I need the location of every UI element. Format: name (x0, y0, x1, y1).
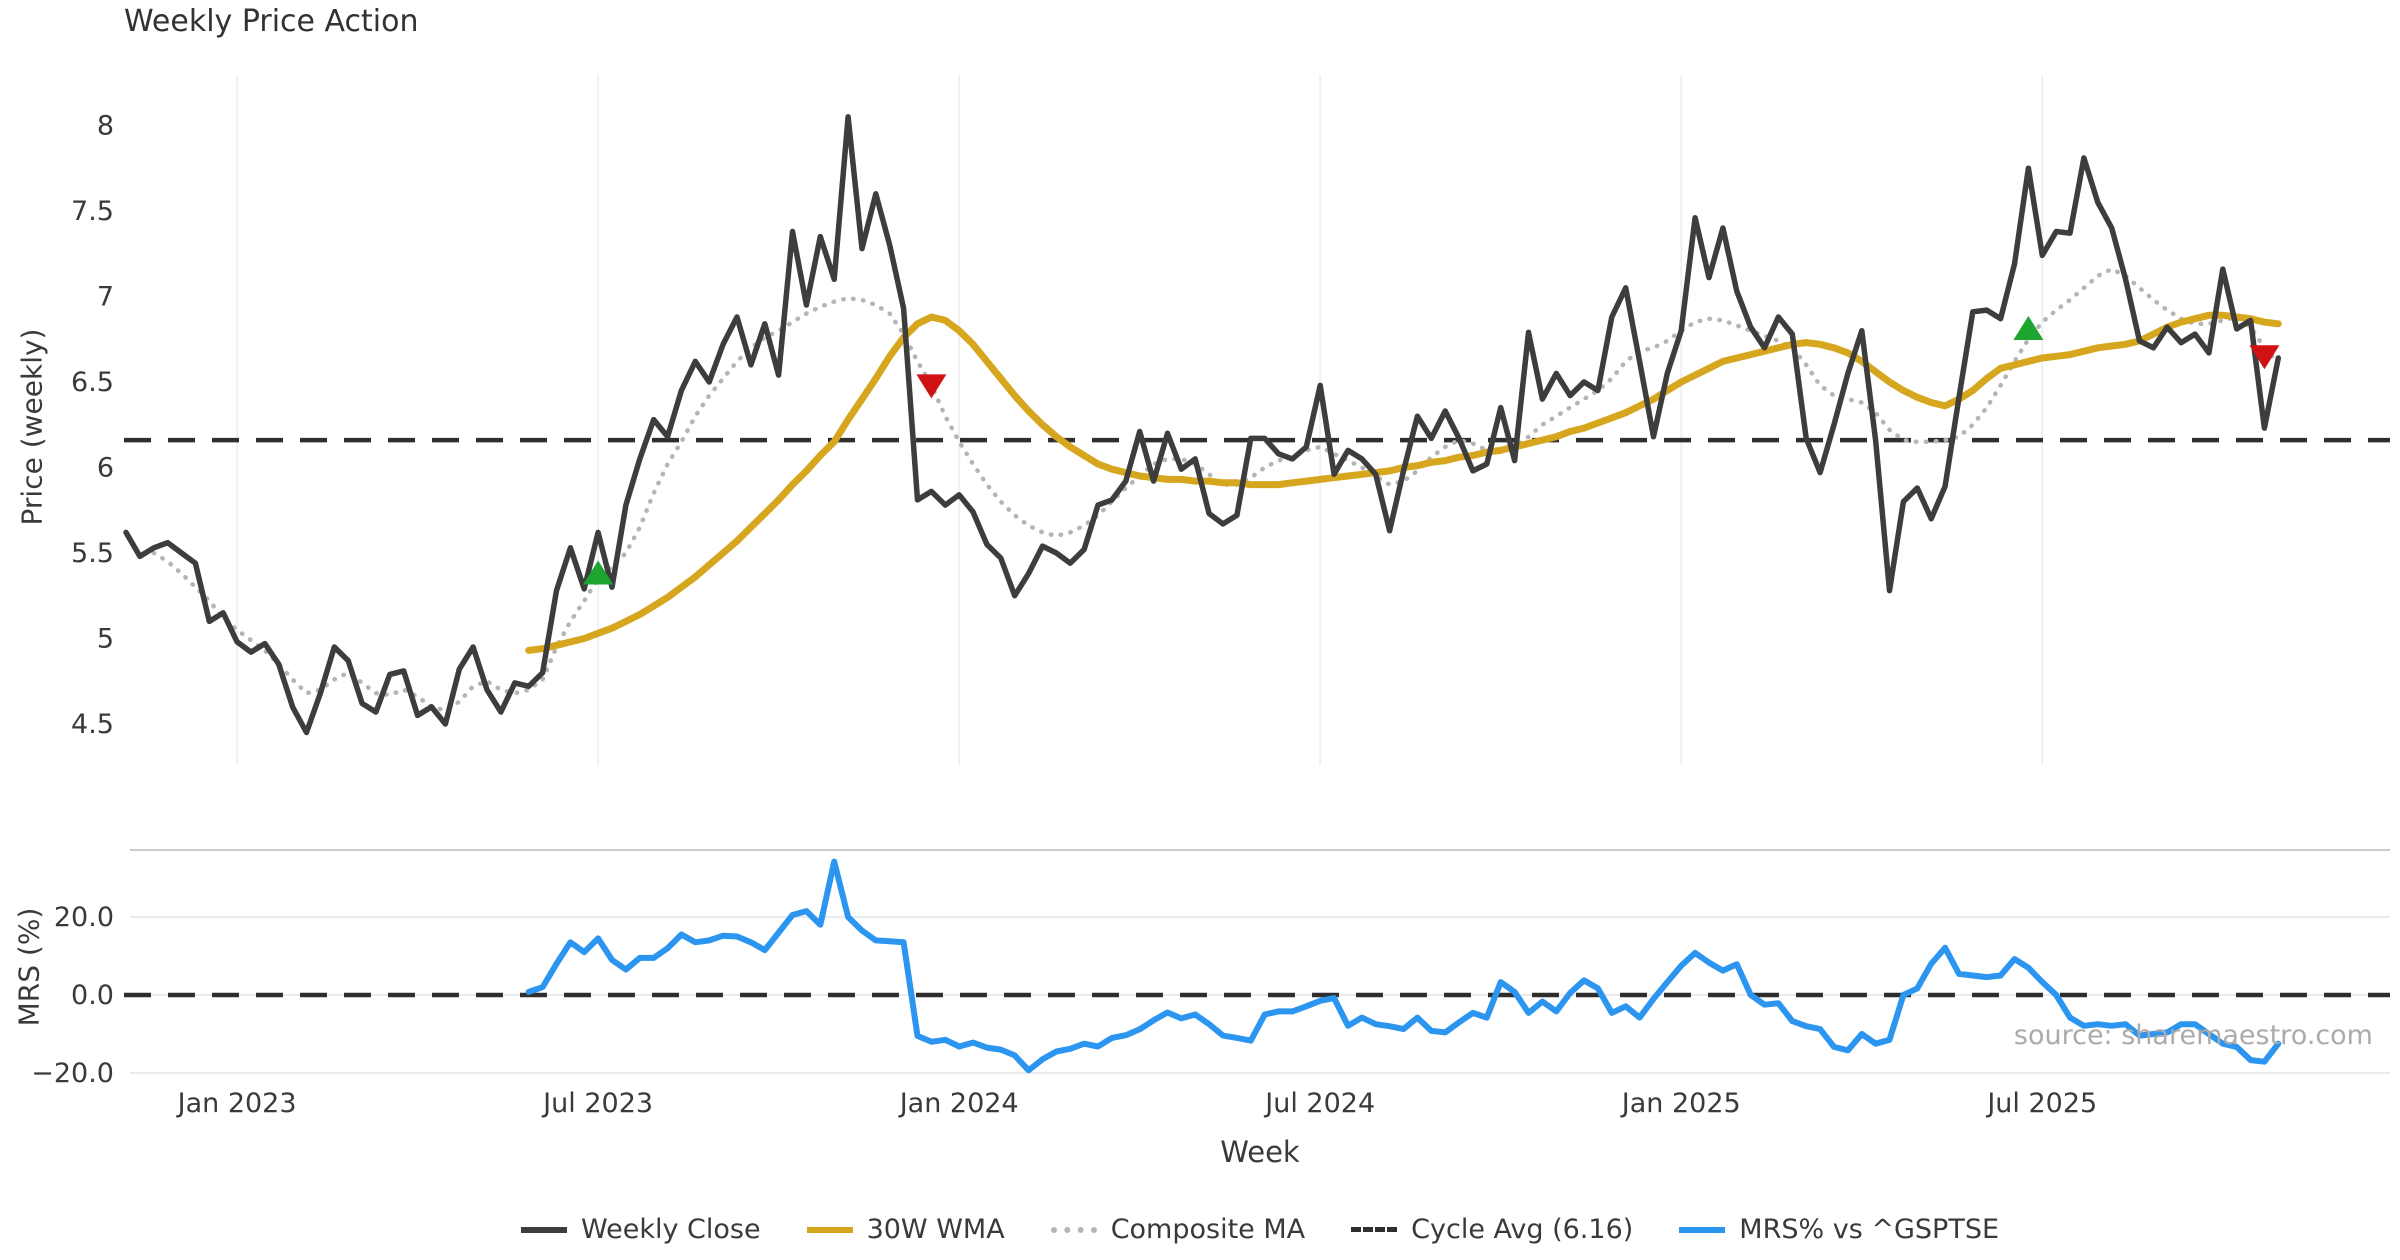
x-tick-label: Jan 2025 (1620, 1088, 1741, 1119)
price-y-tick-label: 7.5 (71, 196, 114, 227)
price-y-tick-label: 4.5 (71, 709, 114, 740)
legend-label: Cycle Avg (6.16) (1411, 1214, 1634, 1245)
price-y-tick-label: 7 (97, 281, 114, 312)
x-tick-label: Jul 2025 (1985, 1088, 2097, 1119)
wma-swatch-icon (806, 1226, 853, 1233)
price-y-tick-label: 6 (97, 452, 114, 483)
source-attribution: source: sharemaestro.com (2013, 1020, 2373, 1051)
sell-marker-icon (2249, 345, 2280, 370)
legend-label: Composite MA (1110, 1214, 1306, 1245)
composite-ma-swatch-icon (1050, 1226, 1097, 1233)
buy-marker-icon (2013, 315, 2044, 340)
legend-item-weekly-close: Weekly Close (520, 1214, 761, 1245)
weekly-close-line (123, 114, 2282, 736)
weekly-close-swatch-icon (520, 1226, 567, 1233)
price-y-tick-label: 5.5 (71, 538, 114, 569)
legend-item-cycle-avg: Cycle Avg (6.16) (1351, 1214, 1633, 1245)
price-y-tick-label: 8 (97, 110, 114, 141)
mrs-y-axis-label: MRS (%) (12, 907, 46, 1027)
x-tick-label: Jan 2023 (176, 1088, 297, 1119)
legend-label: Weekly Close (580, 1214, 761, 1245)
cycle-avg-swatch-icon (1351, 1227, 1398, 1232)
sell-marker-icon (916, 374, 947, 399)
mrs-y-tick-label: 20.0 (54, 902, 114, 933)
mrs-swatch-icon (1679, 1226, 1726, 1233)
x-tick-label: Jan 2024 (898, 1088, 1019, 1119)
composite-ma-line (151, 266, 2281, 713)
mrs-y-tick-label: −20.0 (31, 1058, 114, 1089)
legend-label: 30W WMA (866, 1214, 1005, 1245)
mrs-line (525, 858, 2282, 1074)
legend-item-30w-wma: 30W WMA (806, 1214, 1005, 1245)
price-y-tick-label: 6.5 (71, 367, 114, 398)
buy-marker-icon (583, 560, 614, 585)
legend-label: MRS% vs ^GSPTSE (1739, 1214, 2000, 1245)
price-y-tick-label: 5 (97, 623, 114, 654)
price-y-axis-label: Price (weekly) (15, 328, 49, 526)
legend: Weekly Close 30W WMA Composite MA Cycle … (130, 1214, 2390, 1245)
chart-title: Weekly Price Action (124, 4, 419, 39)
x-tick-label: Jul 2024 (1263, 1088, 1375, 1119)
mrs-y-tick-label: 0.0 (71, 980, 114, 1011)
legend-item-composite-ma: Composite MA (1050, 1214, 1306, 1245)
x-axis-label: Week (1220, 1135, 1300, 1169)
x-tick-label: Jul 2023 (541, 1088, 653, 1119)
legend-item-mrs: MRS% vs ^GSPTSE (1679, 1214, 1999, 1245)
